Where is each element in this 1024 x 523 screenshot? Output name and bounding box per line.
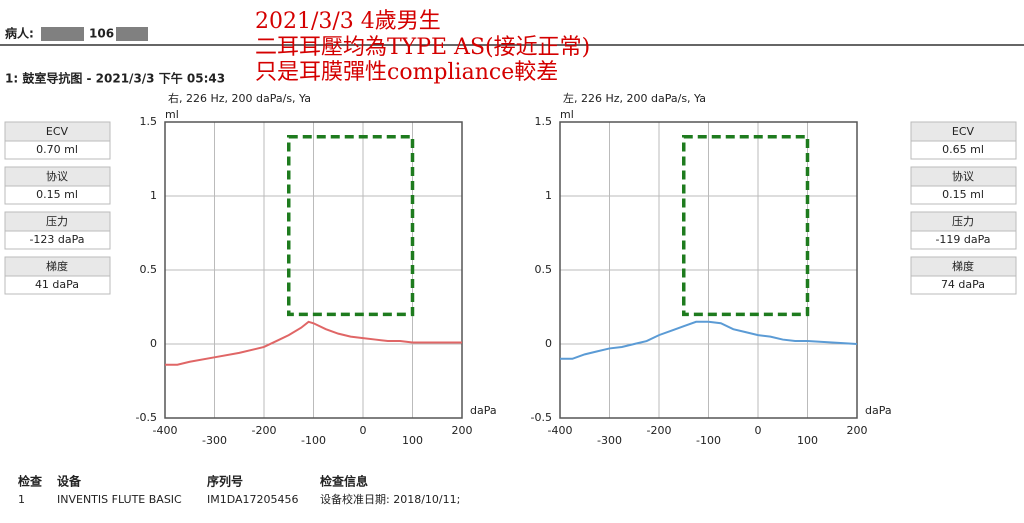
x-tick-label: 0	[755, 424, 762, 437]
chart-subtitle: 右, 226 Hz, 200 daPa/s, Ya	[168, 91, 311, 105]
x-tick-label: -200	[647, 424, 672, 437]
y-tick-label: 1.5	[140, 115, 158, 128]
y-tick-label: 0.5	[535, 263, 553, 276]
y-tick-label: 1.5	[535, 115, 553, 128]
x-unit: daPa	[470, 404, 497, 417]
y-tick-label: -0.5	[531, 411, 552, 424]
panel-label: 压力	[46, 215, 68, 228]
panel-value-box	[910, 185, 1017, 205]
panel-label: 梯度	[46, 259, 68, 273]
table-header: 检查信息	[320, 474, 368, 489]
patient-id: 106	[89, 27, 114, 41]
y-tick-label: -0.5	[136, 411, 157, 424]
panel-label: 协议	[952, 169, 974, 183]
table-header: 检查	[18, 474, 43, 489]
x-tick-label: -300	[597, 434, 622, 447]
x-tick-label: 200	[847, 424, 868, 437]
panel-value-box	[4, 185, 111, 205]
panel-value: 0.70 ml	[36, 143, 78, 156]
report-title: 1: 鼓室导抗图 - 2021/3/3 下午 05:43	[5, 71, 225, 86]
panel-label: 压力	[952, 215, 974, 228]
panel-label: ECV	[46, 125, 69, 138]
panel-value-box	[4, 275, 111, 295]
tympanogram-curve	[560, 320, 858, 360]
y-unit: ml	[165, 108, 179, 121]
y-tick-label: 0	[545, 337, 552, 350]
panel-value: -119 daPa	[935, 233, 990, 246]
x-tick-label: -400	[548, 424, 573, 437]
panel-value: 0.15 ml	[36, 188, 78, 201]
patient-label: 病人:	[5, 26, 34, 41]
y-unit: ml	[560, 108, 574, 121]
y-tick-label: 0.5	[140, 263, 158, 276]
panel-value: 0.65 ml	[942, 143, 984, 156]
chart-subtitle: 左, 226 Hz, 200 daPa/s, Ya	[563, 92, 706, 105]
x-tick-label: -300	[202, 434, 227, 447]
plot-frame	[559, 121, 858, 419]
y-tick-label: 1	[150, 189, 157, 202]
x-unit: daPa	[865, 404, 892, 417]
table-cell: IM1DA17205456	[207, 493, 299, 506]
panel-value: 41 daPa	[35, 278, 79, 291]
x-tick-label: -100	[301, 434, 326, 447]
panel-label: 梯度	[952, 259, 974, 273]
x-tick-label: 100	[797, 434, 818, 447]
panel-label: ECV	[952, 125, 975, 138]
redaction	[116, 27, 148, 41]
normal-region	[287, 135, 415, 317]
x-tick-label: 100	[402, 434, 423, 447]
x-tick-label: -100	[696, 434, 721, 447]
x-tick-label: -200	[252, 424, 277, 437]
redaction	[41, 27, 84, 41]
y-tick-label: 1	[545, 189, 552, 202]
panel-value-box	[4, 230, 111, 250]
y-tick-label: 0	[150, 337, 157, 350]
panel-value-box	[4, 140, 111, 160]
annotation: 2021/3/3 4歲男生	[255, 9, 441, 34]
normal-region	[682, 135, 810, 317]
plot-frame	[164, 121, 463, 419]
panel-value: 0.15 ml	[942, 188, 984, 201]
panel-value-box	[910, 275, 1017, 295]
table-cell: 设备校准日期: 2018/10/11;	[320, 492, 460, 506]
x-tick-label: 200	[452, 424, 473, 437]
table-header: 设备	[57, 474, 82, 489]
panel-value: 74 daPa	[941, 278, 985, 291]
x-tick-label: 0	[360, 424, 367, 437]
table-cell: 1	[18, 493, 25, 506]
table-header: 序列号	[207, 474, 243, 489]
annotation: 二耳耳壓均為TYPE AS(接近正常)	[255, 35, 590, 60]
panel-label: 协议	[46, 169, 68, 183]
panel-value-box	[910, 230, 1017, 250]
tympanogram-curve	[165, 320, 462, 366]
x-tick-label: -400	[153, 424, 178, 437]
panel-value-box	[910, 140, 1017, 160]
panel-value: -123 daPa	[29, 233, 84, 246]
annotation: 只是耳膜彈性compliance較差	[255, 60, 558, 85]
table-cell: INVENTIS FLUTE BASIC	[57, 493, 182, 506]
